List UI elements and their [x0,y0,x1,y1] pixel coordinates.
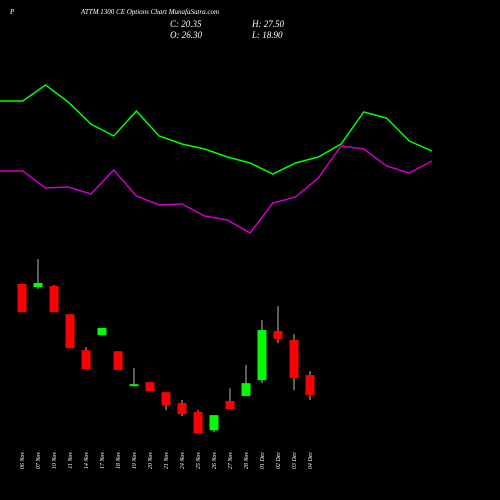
candle-body [257,330,267,381]
indicator-line [0,145,433,234]
candle-body [49,285,59,313]
x-tick-label: 19 Nov [132,452,138,470]
x-tick-label: 02 Dec [276,452,282,469]
prefix: P [9,8,15,16]
x-tick-label: 27 Nov [228,452,234,470]
candle-body [33,282,43,287]
x-tick-label: 18 Nov [116,452,122,470]
candle-body [273,331,283,340]
x-tick-label: 28 Nov [244,452,250,470]
x-tick-label: 14 Nov [83,452,90,470]
x-tick-label: 24 Nov [179,452,186,470]
x-tick-label: 26 Nov [212,452,218,470]
chart-title: ATTM 1300 CE Options Chart MunafaSutra.c… [80,8,219,16]
candle-body [113,351,123,371]
candle-body [177,403,187,415]
x-tick-label: 04 Dec [307,452,314,469]
x-tick-label: 25 Nov [196,452,202,470]
candle-body [305,375,315,396]
x-tick-label: 20 Nov [148,452,154,470]
stat-low: L: 18.90 [251,30,283,40]
candle-body [289,340,299,379]
candle-body [161,392,171,406]
x-tick-label: 17 Nov [100,452,106,470]
stat-close: C: 20.35 [170,19,202,29]
x-tick-label: 03 Dec [292,452,298,469]
stat-high: H: 27.50 [251,19,284,29]
candle-body [17,283,27,313]
x-tick-label: 11 Nov [68,452,74,469]
x-tick-label: 07 Nov [36,452,42,470]
x-tick-label: 21 Nov [164,452,170,470]
indicator-line [0,84,433,175]
x-tick-label: 10 Nov [52,452,58,470]
candle-body [65,314,75,349]
candle-body [225,400,235,410]
x-tick-label: 01 Dec [260,452,266,469]
candle-body [209,415,219,431]
x-tick-label: 06 Nov [20,452,26,470]
candle-body [145,382,155,392]
stat-open: O: 26.30 [170,30,202,40]
candle-body [241,383,251,396]
candle-body [193,412,203,434]
candle-body [129,384,139,387]
candle-body [97,328,107,336]
candle-body [81,350,91,370]
